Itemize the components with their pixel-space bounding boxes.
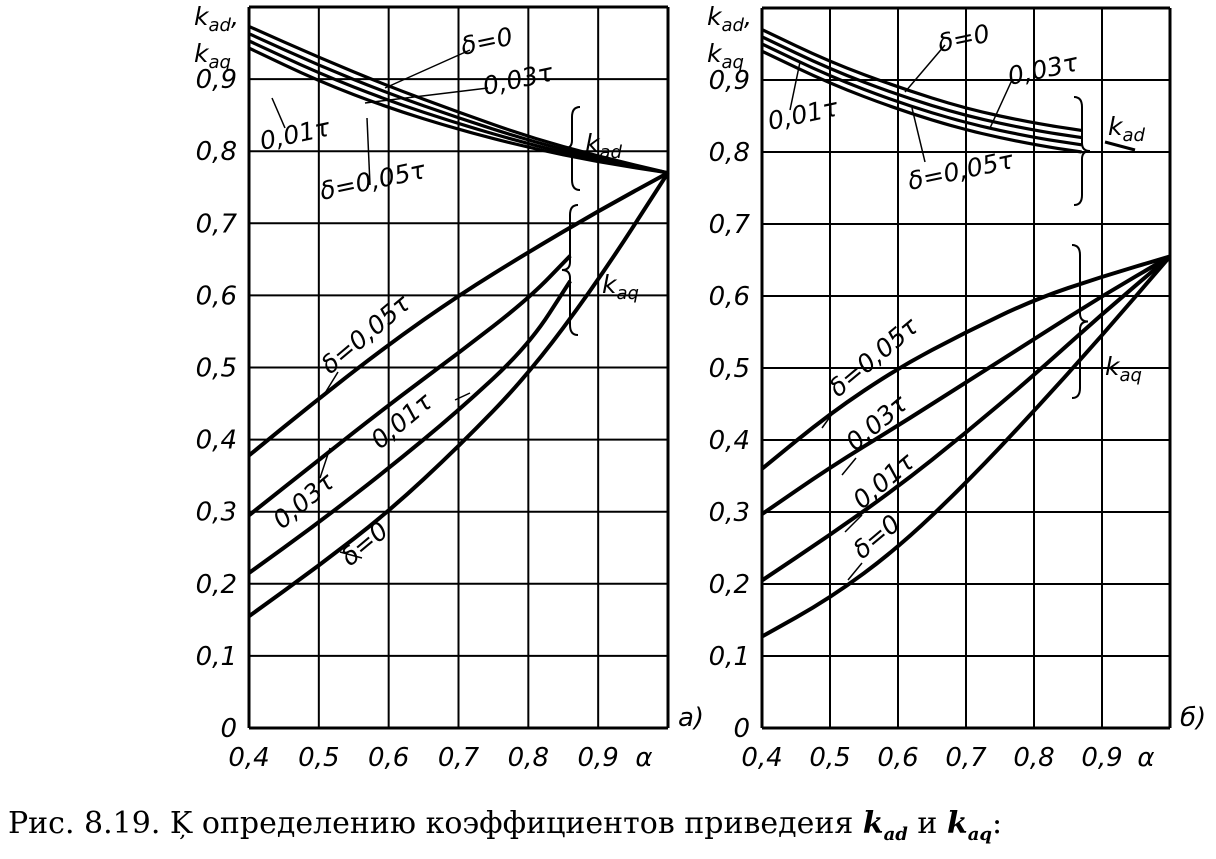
series-line-kad	[248, 39, 669, 175]
figure-caption: Рис. 8.19. Ķ определению коэффициентов п…	[8, 806, 1002, 845]
y-axis-label: kaq	[194, 39, 231, 73]
curly-brace	[1071, 244, 1089, 399]
y-tick-label: 0,5	[709, 354, 750, 384]
series-label-kad: δ=0	[935, 19, 992, 58]
y-tick-label: 0,3	[196, 498, 237, 528]
group-label-kaq: kaq	[602, 270, 639, 304]
series-line-kad	[761, 42, 1082, 147]
caption-suffix: :	[991, 806, 1003, 841]
curly-brace	[561, 204, 579, 336]
caption-and: и	[907, 806, 947, 841]
series-label-kaq: δ=0	[335, 516, 394, 572]
caption-text: Рис. 8.19. Ķ определению коэффициентов п…	[8, 806, 863, 841]
y-tick-label: 0	[220, 714, 237, 744]
x-tick-label: 0,8	[508, 743, 549, 773]
leader-line	[989, 79, 1013, 129]
leader-line	[271, 97, 286, 129]
series-label-kad: δ=0,05τ	[317, 155, 429, 206]
leader-line	[911, 107, 926, 163]
y-tick-label: 0	[733, 714, 750, 744]
y-tick-label: 0,4	[196, 426, 237, 456]
series-label-kad: δ=0	[458, 22, 515, 61]
group-label-kad: kad	[1108, 112, 1146, 146]
y-axis-label: kaq	[707, 39, 744, 73]
y-axis-label: kad,	[194, 2, 239, 36]
leader-line	[321, 371, 339, 399]
series-line-kaq	[761, 255, 1172, 639]
leader-line	[789, 61, 801, 111]
series-line-kad	[248, 25, 669, 175]
x-tick-label: 0,7	[945, 743, 987, 773]
leader-line	[364, 87, 489, 104]
series-label-kad: 0,01τ	[257, 113, 333, 156]
x-tick-label: 0,6	[877, 743, 918, 773]
series-line-kaq	[760, 254, 1172, 516]
x-tick-label: 0,5	[298, 743, 339, 773]
leader-line	[384, 49, 471, 89]
panel-label: б)	[1180, 703, 1206, 733]
x-tick-label: 0,4	[228, 743, 269, 773]
series-line-kad	[248, 46, 669, 175]
leader-line	[1104, 140, 1136, 152]
leader-line	[339, 551, 363, 559]
leader-line	[841, 457, 857, 476]
y-tick-label: 0,2	[709, 570, 750, 600]
chart-panel-b: 0,4 0,5 0,6 0,7 0,8 0,9 α 0 0,1 0,2 0,3 0,4 0,5 0,6 0,…	[707, 2, 1206, 773]
x-axis-label: α	[1137, 743, 1154, 773]
y-tick-label: 0,6	[196, 281, 237, 311]
caption-k-ad: kad	[862, 806, 908, 845]
group-label-kaq: kaq	[1105, 352, 1142, 386]
figure: 0,4 0,5 0,6 0,7 0,8 0,9 α 0 0,1 0,2 0,3 0,4 0,5 0,6 0,…	[194, 2, 1206, 773]
curly-brace	[563, 106, 581, 191]
series-line-kaq	[247, 171, 670, 618]
y-tick-label: 0,8	[196, 137, 237, 167]
y-axis-label: kad,	[707, 2, 752, 36]
caption-k-aq: kaq	[946, 806, 992, 845]
leader-line	[821, 409, 836, 429]
series-line-kad	[761, 49, 1082, 154]
y-tick-label: 0,7	[196, 209, 238, 239]
series-line-kaq	[760, 254, 1172, 583]
leader-line	[319, 447, 331, 479]
series-line-kad	[761, 35, 1082, 140]
leader-line	[844, 514, 863, 533]
x-tick-label: 0,7	[438, 743, 480, 773]
series-line-kad	[761, 28, 1082, 132]
series-line-kaq	[247, 279, 572, 575]
series-line-kad	[248, 32, 669, 175]
y-tick-label: 0,7	[709, 210, 751, 240]
series-line-kaq	[760, 254, 1171, 471]
leader-line	[847, 562, 863, 581]
y-tick-label: 0,9	[196, 65, 237, 95]
y-tick-label: 0,3	[709, 498, 750, 528]
y-tick-label: 0,4	[709, 426, 750, 456]
leader-line	[454, 392, 471, 401]
curly-brace	[1073, 96, 1091, 206]
x-tick-label: 0,6	[368, 743, 409, 773]
leader-line	[366, 117, 371, 186]
y-tick-label: 0,1	[196, 642, 237, 672]
x-tick-label: 0,9	[577, 743, 618, 773]
series-label-kad: 0,03τ	[1005, 48, 1081, 91]
series-label-kaq: δ=0,05τ	[823, 311, 924, 403]
series-line-kaq	[247, 171, 669, 458]
panel-label: a)	[678, 703, 704, 733]
leader-line	[904, 44, 946, 93]
y-tick-label: 0,6	[709, 282, 750, 312]
chart-panel-a: 0,4 0,5 0,6 0,7 0,8 0,9 α 0 0,1 0,2 0,3 0,4 0,5 0,6 0,…	[194, 2, 704, 773]
series-line-kaq	[247, 254, 572, 517]
x-axis-label: α	[635, 743, 652, 773]
series-label-kaq: 0,03τ	[267, 466, 341, 534]
y-tick-label: 0,9	[709, 66, 750, 96]
y-tick-label: 0,2	[196, 570, 237, 600]
x-tick-label: 0,4	[741, 743, 782, 773]
y-tick-label: 0,8	[709, 138, 750, 168]
x-tick-label: 0,9	[1081, 743, 1122, 773]
x-tick-label: 0,5	[809, 743, 850, 773]
series-label-kad: 0,03τ	[480, 58, 556, 101]
y-tick-label: 0,5	[196, 354, 237, 384]
y-tick-label: 0,1	[709, 642, 750, 672]
group-label-kad: kad	[585, 129, 623, 163]
x-tick-label: 0,8	[1013, 743, 1054, 773]
